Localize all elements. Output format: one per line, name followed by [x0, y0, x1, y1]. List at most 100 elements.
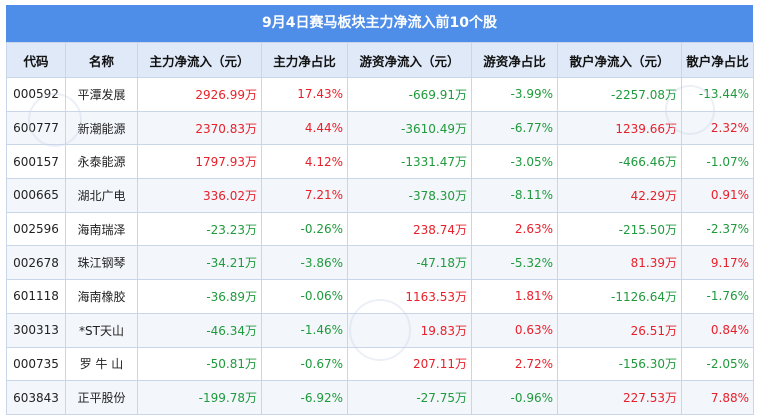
cell-code: 600157 — [6, 144, 66, 180]
cell-main: -50.81万 — [137, 346, 262, 382]
cell-code: 603843 — [6, 380, 66, 415]
cell-name: 珠江钢琴 — [65, 245, 138, 281]
table-row: 000592 平潭发展 2926.99万 17.43% -669.91万 -3.99% -2… — [6, 77, 754, 112]
column-header: 代码 — [6, 42, 66, 78]
cell-name: *ST天山 — [65, 312, 138, 348]
cell-name: 新潮能源 — [65, 110, 138, 146]
table-row: 603843 正平股份 -199.78万 -6.92% -27.75万 -0.96% 227… — [6, 380, 754, 415]
table-row: 000665 湖北广电 336.02万 7.21% -378.30万 -8.11% 42.2… — [6, 178, 754, 213]
cell-code: 300313 — [6, 312, 66, 348]
cell-hot-pct: 0.63% — [471, 312, 558, 348]
cell-main-pct: -1.46% — [261, 312, 348, 348]
table-row: 600157 永泰能源 1797.93万 4.12% -1331.47万 -3.05% -4… — [6, 144, 754, 180]
cell-hot: 238.74万 — [347, 211, 472, 247]
cell-hot-pct: 2.72% — [471, 346, 558, 382]
cell-code: 601118 — [6, 279, 66, 314]
cell-main: -199.78万 — [137, 380, 262, 415]
cell-retail: -215.50万 — [557, 211, 682, 247]
table-row: 000735 罗 牛 山 -50.81万 -0.67% 207.11万 2.72% -156… — [6, 346, 754, 382]
table-row: 002596 海南瑞泽 -23.23万 -0.26% 238.74万 2.63% -215.… — [6, 211, 754, 247]
table-title: 9月4日赛马板块主力净流入前10个股 — [6, 5, 753, 42]
cell-name: 平潭发展 — [65, 77, 138, 112]
cell-code: 000735 — [6, 346, 66, 382]
cell-name: 罗 牛 山 — [65, 346, 138, 382]
cell-hot-pct: -3.05% — [471, 144, 558, 180]
column-header: 散户净流入（元） — [557, 42, 682, 78]
cell-name: 海南瑞泽 — [65, 211, 138, 247]
cell-hot: 19.83万 — [347, 312, 472, 348]
cell-hot-pct: -0.96% — [471, 380, 558, 415]
cell-main-pct: 4.44% — [261, 110, 348, 146]
column-header: 主力净占比 — [261, 42, 348, 78]
cell-main-pct: 7.21% — [261, 178, 348, 213]
cell-main: -34.21万 — [137, 245, 262, 281]
cell-hot: -27.75万 — [347, 380, 472, 415]
cell-main: -46.34万 — [137, 312, 262, 348]
cell-hot: -669.91万 — [347, 77, 472, 112]
cell-hot: 1163.53万 — [347, 279, 472, 314]
cell-main-pct: -0.26% — [261, 211, 348, 247]
cell-hot-pct: -8.11% — [471, 178, 558, 213]
cell-hot: -3610.49万 — [347, 110, 472, 146]
cell-retail-pct: 0.84% — [681, 312, 754, 348]
cell-retail-pct: -1.76% — [681, 279, 754, 314]
cell-code: 600777 — [6, 110, 66, 146]
cell-code: 002678 — [6, 245, 66, 281]
table-container: 9月4日赛马板块主力净流入前10个股 代码 名称 主力净流入（元） 主力净占比 游资净流… — [6, 5, 754, 415]
cell-hot-pct: -5.32% — [471, 245, 558, 281]
cell-hot-pct: 2.63% — [471, 211, 558, 247]
cell-hot-pct: -3.99% — [471, 77, 558, 112]
cell-main: 2370.83万 — [137, 110, 262, 146]
cell-retail: 81.39万 — [557, 245, 682, 281]
cell-hot-pct: 1.81% — [471, 279, 558, 314]
table-row: 600777 新潮能源 2370.83万 4.44% -3610.49万 -6.77% 12… — [6, 110, 754, 146]
fund-flow-table: 代码 名称 主力净流入（元） 主力净占比 游资净流入（元） 游资净占比 散户净流入（元） 散户… — [6, 42, 754, 415]
cell-retail: 42.29万 — [557, 178, 682, 213]
column-header: 名称 — [65, 42, 138, 78]
cell-main-pct: -6.92% — [261, 380, 348, 415]
cell-main-pct: -0.67% — [261, 346, 348, 382]
cell-hot: -378.30万 — [347, 178, 472, 213]
cell-main-pct: -0.06% — [261, 279, 348, 314]
cell-retail-pct: 0.91% — [681, 178, 754, 213]
cell-retail: -1126.64万 — [557, 279, 682, 314]
cell-retail-pct: 2.32% — [681, 110, 754, 146]
cell-retail-pct: 7.88% — [681, 380, 754, 415]
cell-name: 正平股份 — [65, 380, 138, 415]
cell-hot-pct: -6.77% — [471, 110, 558, 146]
cell-main: -23.23万 — [137, 211, 262, 247]
cell-retail: -466.46万 — [557, 144, 682, 180]
cell-retail-pct: -2.05% — [681, 346, 754, 382]
table-row: 002678 珠江钢琴 -34.21万 -3.86% -47.18万 -5.32% 81.3… — [6, 245, 754, 281]
cell-retail-pct: -2.37% — [681, 211, 754, 247]
column-header: 游资净占比 — [471, 42, 558, 78]
cell-retail: 1239.66万 — [557, 110, 682, 146]
cell-retail-pct: -1.07% — [681, 144, 754, 180]
cell-hot: 207.11万 — [347, 346, 472, 382]
cell-main-pct: -3.86% — [261, 245, 348, 281]
cell-main: -36.89万 — [137, 279, 262, 314]
cell-name: 海南橡胶 — [65, 279, 138, 314]
cell-retail-pct: -13.44% — [681, 77, 754, 112]
table-row: 601118 海南橡胶 -36.89万 -0.06% 1163.53万 1.81% -112… — [6, 279, 754, 314]
header-row: 代码 名称 主力净流入（元） 主力净占比 游资净流入（元） 游资净占比 散户净流入（元） 散户… — [6, 42, 754, 78]
cell-main-pct: 4.12% — [261, 144, 348, 180]
cell-code: 002596 — [6, 211, 66, 247]
table-row: 300313 *ST天山 -46.34万 -1.46% 19.83万 0.63% 26.51… — [6, 312, 754, 348]
cell-hot: -1331.47万 — [347, 144, 472, 180]
cell-code: 000592 — [6, 77, 66, 112]
cell-main: 2926.99万 — [137, 77, 262, 112]
cell-main: 1797.93万 — [137, 144, 262, 180]
cell-retail-pct: 9.17% — [681, 245, 754, 281]
column-header: 主力净流入（元） — [137, 42, 262, 78]
column-header: 散户净占比 — [681, 42, 754, 78]
cell-main-pct: 17.43% — [261, 77, 348, 112]
cell-name: 湖北广电 — [65, 178, 138, 213]
cell-hot: -47.18万 — [347, 245, 472, 281]
cell-retail: 26.51万 — [557, 312, 682, 348]
cell-code: 000665 — [6, 178, 66, 213]
cell-name: 永泰能源 — [65, 144, 138, 180]
cell-retail: 227.53万 — [557, 380, 682, 415]
column-header: 游资净流入（元） — [347, 42, 472, 78]
cell-retail: -2257.08万 — [557, 77, 682, 112]
